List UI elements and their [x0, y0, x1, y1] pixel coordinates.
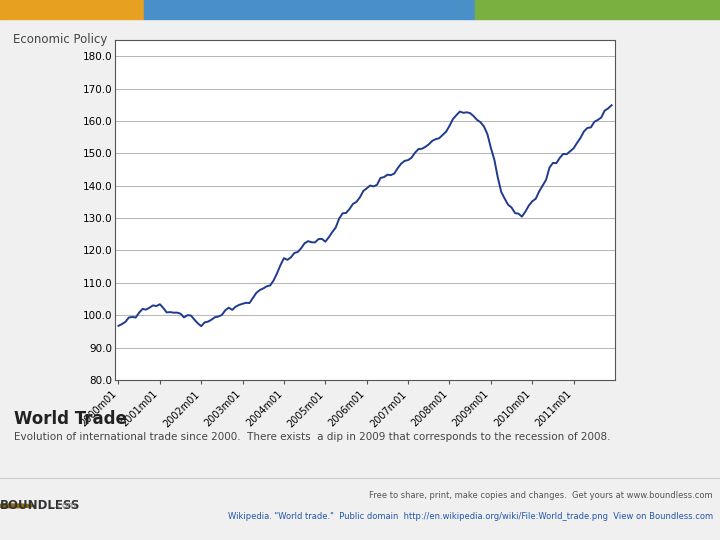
Text: Wikipedia. "World trade."  Public domain  http://en.wikipedia.org/wiki/File:Worl: Wikipedia. "World trade." Public domain … [228, 512, 713, 521]
Text: BOUNDLESS: BOUNDLESS [0, 500, 80, 512]
Circle shape [0, 504, 35, 508]
Text: Economic Policy: Economic Policy [13, 33, 107, 46]
Bar [475, 0, 720, 19]
Text: World Trade: World Trade [14, 410, 127, 428]
Text: .com: .com [54, 501, 76, 510]
Text: Evolution of international trade since 2000.  There exists  a dip in 2009 that c: Evolution of international trade since 2… [14, 432, 611, 442]
Text: Free to share, print, make copies and changes.  Get yours at www.boundless.com: Free to share, print, make copies and ch… [369, 491, 713, 500]
Bar [144, 0, 475, 19]
Bar [0, 0, 144, 19]
